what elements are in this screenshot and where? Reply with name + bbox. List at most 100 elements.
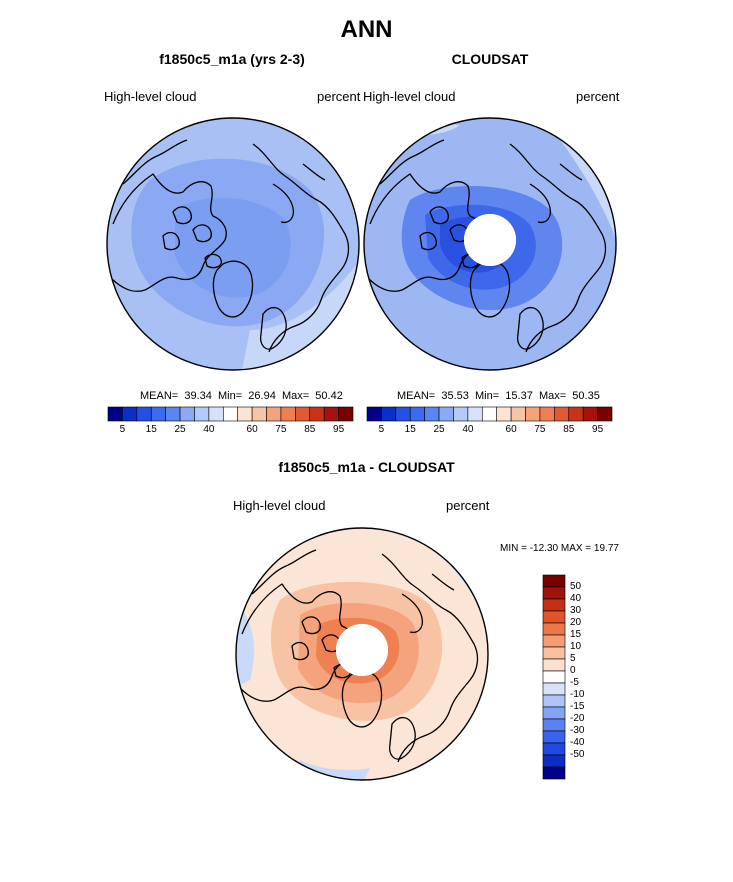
colorbar-box <box>150 406 166 422</box>
colorbar-tick-label: 5 <box>119 424 126 435</box>
colorbar-model <box>107 406 354 422</box>
colorbar-box <box>409 406 425 422</box>
colorbar-box <box>542 646 566 660</box>
colorbar-box <box>165 406 181 422</box>
stat-min-value: 15.37 <box>505 390 533 402</box>
colorbar-box <box>496 406 512 422</box>
diff-minmax: MIN = -12.30 MAX = 19.77 <box>500 543 619 554</box>
colorbar-box <box>539 406 555 422</box>
colorbar-tick-label: 0 <box>570 665 576 676</box>
colorbar-box <box>542 730 566 744</box>
panel-title-model: f1850c5_m1a (yrs 2-3) <box>159 51 305 67</box>
stat-mean-value: 35.53 <box>441 390 469 402</box>
colorbar-box <box>323 406 339 422</box>
colorbar-box <box>481 406 498 422</box>
stat-mean-label: MEAN= <box>397 390 436 402</box>
colorbar-box <box>542 658 566 672</box>
colorbar-tick-label: 95 <box>333 424 345 435</box>
colorbar-box <box>251 406 267 422</box>
colorbar-box <box>542 706 566 720</box>
colorbar-tick-label: 75 <box>275 424 287 435</box>
colorbar-tick-label: -15 <box>570 701 585 712</box>
colorbar-box <box>582 406 598 422</box>
variable-label-diff: High-level cloud <box>233 498 326 513</box>
colorbar-tick-label: 10 <box>570 641 582 652</box>
colorbar-box <box>438 406 454 422</box>
colorbar-box <box>395 406 411 422</box>
colorbar-tick-label: 50 <box>570 581 582 592</box>
colorbar-box <box>597 406 613 422</box>
colorbar-tick-label: -50 <box>570 749 585 760</box>
colorbar-tick-label: 15 <box>145 424 157 435</box>
figure-title: ANN <box>340 16 393 43</box>
colorbar-box <box>136 406 152 422</box>
colorbar-box <box>280 406 296 422</box>
colorbar-box <box>179 406 195 422</box>
colorbar-box <box>542 694 566 708</box>
colorbar-box <box>542 586 566 600</box>
colorbar-tick-label: 25 <box>174 424 186 435</box>
colorbar-tick-label: -30 <box>570 725 585 736</box>
variable-label-obs: High-level cloud <box>363 89 456 104</box>
units-label-model: percent <box>317 89 361 104</box>
stat-max-value: 50.42 <box>315 390 343 402</box>
colorbar-box <box>542 766 566 780</box>
colorbar-box <box>542 574 566 588</box>
colorbar-box <box>208 406 224 422</box>
colorbar-box <box>542 598 566 612</box>
variable-label-model: High-level cloud <box>104 89 197 104</box>
colorbar-box <box>424 406 440 422</box>
colorbar-box <box>554 406 570 422</box>
colorbar-box <box>542 610 566 624</box>
stat-mean-value: 39.34 <box>184 390 212 402</box>
colorbar-box <box>510 406 526 422</box>
stats-obs: MEAN= 35.53 Min= 15.37 Max= 50.35 <box>397 390 600 402</box>
panel-title-obs: CLOUDSAT <box>451 51 529 67</box>
colorbar-tick-label: 5 <box>378 424 385 435</box>
colorbar-difference <box>542 574 566 780</box>
colorbar-tick-label: 40 <box>570 593 582 604</box>
map-model <box>107 118 359 370</box>
map-difference <box>236 528 488 780</box>
diff-title: f1850c5_m1a - CLOUDSAT <box>278 459 455 475</box>
stat-min-label: Min= <box>218 390 243 402</box>
colorbar-obs <box>366 406 613 422</box>
colorbar-box <box>542 670 566 684</box>
colorbar-box <box>525 406 541 422</box>
colorbar-tick-label: 40 <box>462 424 474 435</box>
colorbar-tick-label: 20 <box>570 617 582 628</box>
stat-max-label: Max= <box>538 390 567 402</box>
colorbar-tick-label: 95 <box>592 424 604 435</box>
colorbar-box <box>542 622 566 636</box>
colorbar-tick-label: -40 <box>570 737 585 748</box>
stat-min-value: 26.94 <box>248 390 276 402</box>
colorbar-tick-label: -5 <box>570 677 579 688</box>
stat-max-label: Max= <box>281 390 310 402</box>
colorbar-box <box>338 406 354 422</box>
colorbar-tick-label: 25 <box>433 424 445 435</box>
colorbar-box <box>266 406 282 422</box>
stat-mean-label: MEAN= <box>140 390 179 402</box>
colorbar-tick-label: 60 <box>505 424 517 435</box>
colorbar-box <box>542 718 566 732</box>
colorbar-tick-label: -10 <box>570 689 585 700</box>
colorbar-box <box>122 406 138 422</box>
colorbar-box <box>194 406 210 422</box>
colorbar-tick-label: 30 <box>570 605 582 616</box>
colorbar-tick-label: 15 <box>404 424 416 435</box>
map-obs <box>364 118 616 370</box>
colorbar-box <box>366 406 382 422</box>
colorbar-box <box>222 406 239 422</box>
stats-model: MEAN= 39.34 Min= 26.94 Max= 50.42 <box>140 390 343 402</box>
colorbar-tick-label: 75 <box>534 424 546 435</box>
colorbar-tick-label: 85 <box>563 424 575 435</box>
colorbar-box <box>453 406 469 422</box>
stat-max-value: 50.35 <box>572 390 600 402</box>
colorbar-box <box>542 682 566 696</box>
colorbar-tick-label: 15 <box>570 629 582 640</box>
units-label-diff: percent <box>446 498 490 513</box>
colorbar-box <box>568 406 584 422</box>
stat-min-label: Min= <box>475 390 500 402</box>
colorbar-tick-label: -20 <box>570 713 585 724</box>
